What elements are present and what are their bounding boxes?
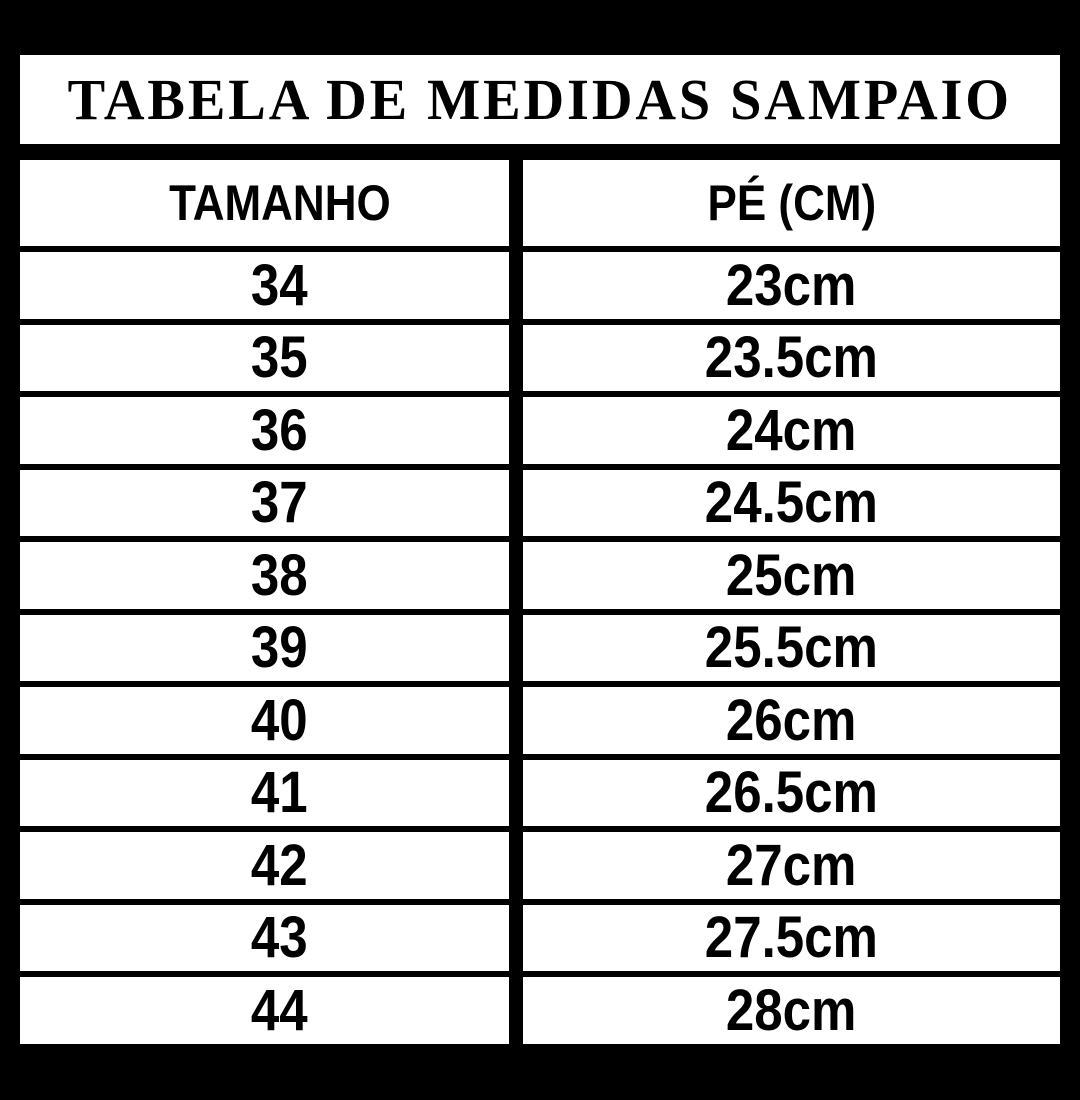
measure-cell-row3: 24cm	[523, 397, 1060, 464]
size-value: 44	[251, 977, 308, 1043]
size-cell-row4: 37	[20, 469, 509, 536]
size-value: 43	[251, 905, 308, 971]
page-title: TABELA DE MEDIDAS SAMPAIO	[67, 67, 1013, 132]
measure-cell-row6: 25.5cm	[523, 614, 1060, 681]
size-value: 41	[251, 760, 308, 826]
size-cell-row3: 36	[20, 397, 509, 464]
measure-value: 26cm	[726, 687, 857, 753]
measure-cell-row1: 23cm	[523, 252, 1060, 319]
measure-value: 25cm	[726, 542, 857, 608]
size-cell-row11: 44	[20, 977, 509, 1044]
size-value: 38	[251, 542, 308, 608]
size-cell-row7: 40	[20, 687, 509, 754]
column-header-tamanho: TAMANHO	[20, 160, 509, 246]
measure-cell-row11: 28cm	[523, 977, 1060, 1044]
size-cell-row5: 38	[20, 542, 509, 609]
size-cell-row1: 34	[20, 252, 509, 319]
column-header-pe-cm-label: PÉ (CM)	[707, 175, 876, 231]
measure-cell-row7: 26cm	[523, 687, 1060, 754]
measure-cell-row9: 27cm	[523, 832, 1060, 899]
size-cell-row8: 41	[20, 759, 509, 826]
size-cell-row10: 43	[20, 904, 509, 971]
size-cell-row6: 39	[20, 614, 509, 681]
measure-value: 23cm	[726, 252, 857, 318]
size-table: TAMANHO PÉ (CM) 34 23cm 35 23.5cm 36 24c…	[20, 160, 1060, 1044]
size-value: 36	[251, 397, 308, 463]
measure-value: 25.5cm	[704, 615, 879, 681]
column-header-pe-cm: PÉ (CM)	[523, 160, 1060, 246]
measure-value: 24cm	[726, 397, 857, 463]
size-chart: TABELA DE MEDIDAS SAMPAIO TAMANHO PÉ (CM…	[20, 55, 1060, 1044]
measure-value: 27cm	[726, 832, 857, 898]
measure-value: 26.5cm	[704, 760, 879, 826]
column-header-tamanho-label: TAMANHO	[168, 175, 391, 231]
size-value: 34	[251, 252, 308, 318]
title-banner: TABELA DE MEDIDAS SAMPAIO	[20, 55, 1060, 144]
size-value: 35	[251, 325, 308, 391]
measure-value: 28cm	[726, 977, 857, 1043]
size-cell-row2: 35	[20, 324, 509, 391]
size-cell-row9: 42	[20, 832, 509, 899]
measure-value: 24.5cm	[704, 470, 879, 536]
measure-cell-row8: 26.5cm	[523, 759, 1060, 826]
size-value: 37	[251, 470, 308, 536]
measure-value: 23.5cm	[704, 325, 879, 391]
measure-value: 27.5cm	[704, 905, 879, 971]
size-value: 40	[251, 687, 308, 753]
size-value: 39	[251, 615, 308, 681]
measure-cell-row5: 25cm	[523, 542, 1060, 609]
size-value: 42	[251, 832, 308, 898]
measure-cell-row2: 23.5cm	[523, 324, 1060, 391]
measure-cell-row10: 27.5cm	[523, 904, 1060, 971]
measure-cell-row4: 24.5cm	[523, 469, 1060, 536]
